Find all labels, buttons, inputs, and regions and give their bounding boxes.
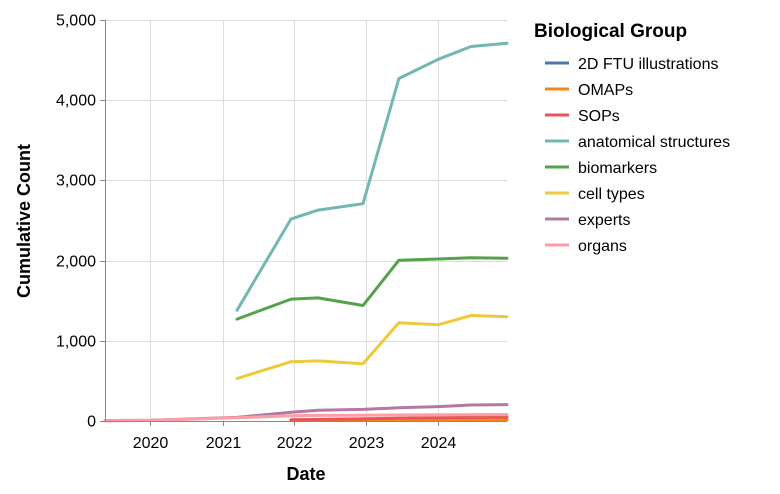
y-tick-label: 0 [87, 414, 96, 431]
series-line-sops [289, 415, 509, 422]
x-tick-label: 2022 [277, 435, 313, 452]
legend-label-experts: experts [578, 212, 630, 229]
legend-label-2d-ftu-illustrations: 2D FTU illustrations [578, 56, 718, 73]
x-axis-title: Date [286, 464, 325, 484]
series-line-anatomical-structures [235, 41, 509, 312]
legend-items: 2D FTU illustrations OMAPs SOPs anatomical … [545, 56, 730, 255]
legend-label-omaps: OMAPs [578, 82, 633, 99]
legend-label-cell-types: cell types [578, 186, 645, 203]
x-tick-label: 2023 [349, 435, 385, 452]
series-line-organs [103, 413, 509, 423]
series-line-cell-types [235, 314, 509, 380]
legend-label-anatomical-structures: anatomical structures [578, 134, 730, 151]
legend-label-biomarkers: biomarkers [578, 160, 657, 177]
legend-label-sops: SOPs [578, 108, 620, 125]
x-tick-label: 2021 [206, 435, 242, 452]
y-tick-label: 5,000 [56, 13, 96, 30]
legend-title: Biological Group [534, 21, 687, 42]
y-axis-ticks: 0 1,000 2,000 3,000 4,000 5,000 [56, 13, 105, 431]
y-tick-label: 4,000 [56, 93, 96, 110]
grid [105, 20, 507, 422]
series-lines [103, 41, 509, 423]
series-line-biomarkers [235, 256, 509, 321]
y-tick-label: 1,000 [56, 334, 96, 351]
legend-label-organs: organs [578, 238, 627, 255]
y-tick-label: 3,000 [56, 173, 96, 190]
y-tick-label: 2,000 [56, 254, 96, 271]
x-tick-label: 2020 [133, 435, 169, 452]
y-axis-title: Cumulative Count [14, 144, 34, 298]
legend: Biological Group 2D FTU illustrations OMA… [534, 21, 730, 255]
x-tick-label: 2024 [421, 435, 457, 452]
x-axis-ticks: 2020 2021 2022 2023 2024 [133, 421, 457, 452]
